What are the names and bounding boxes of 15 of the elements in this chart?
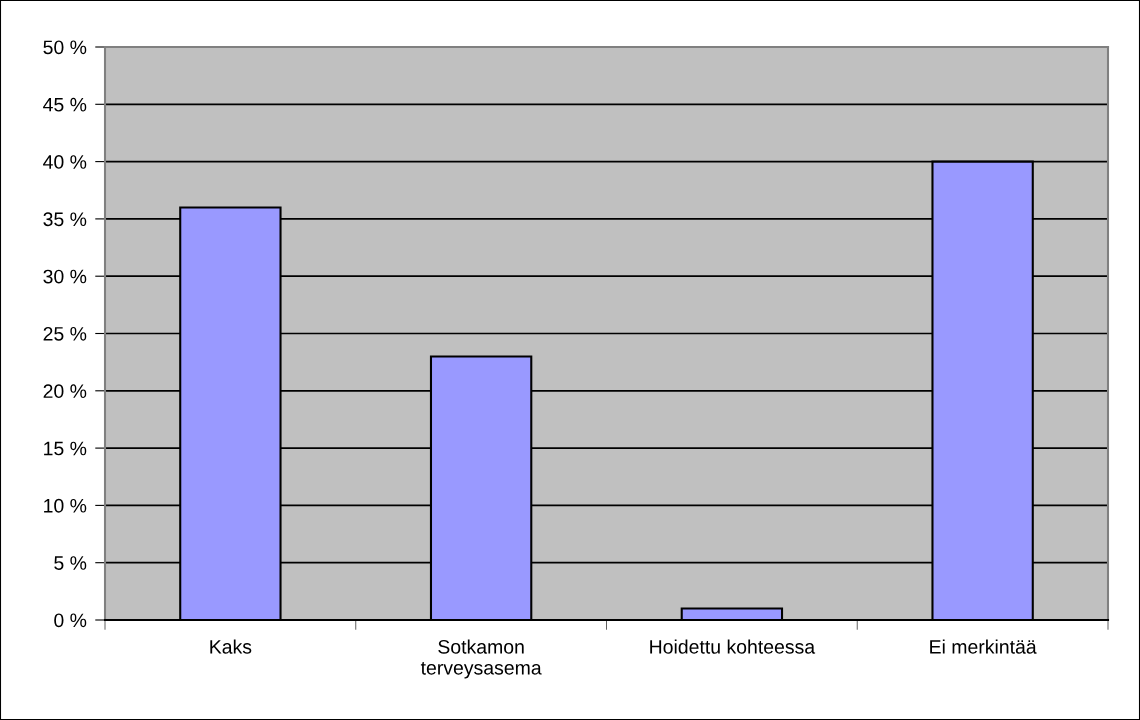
y-tick-label: 5 % <box>54 556 87 570</box>
y-tick-label: 10 % <box>44 498 87 513</box>
x-tick-label: Hoidettu kohteessa <box>650 639 816 654</box>
y-tick-label: 30 % <box>43 269 87 284</box>
y-tick-label: 25 % <box>43 326 87 341</box>
y-tick-label: 20 % <box>43 384 87 399</box>
y-tick-label: 50 % <box>43 40 87 55</box>
y-tick-label: 15 % <box>44 441 87 456</box>
y-tick-label: 45 % <box>43 97 87 112</box>
x-tick-label: Kaks <box>210 639 252 654</box>
y-tick-label: 40 % <box>43 155 87 169</box>
y-tick-label: 35 % <box>43 212 87 227</box>
y-tick-label: 0 % <box>54 613 87 628</box>
x-tick-label: Ei merkintää <box>930 639 1037 654</box>
x-tick-label: Sotkamon terveysasema <box>420 639 542 679</box>
